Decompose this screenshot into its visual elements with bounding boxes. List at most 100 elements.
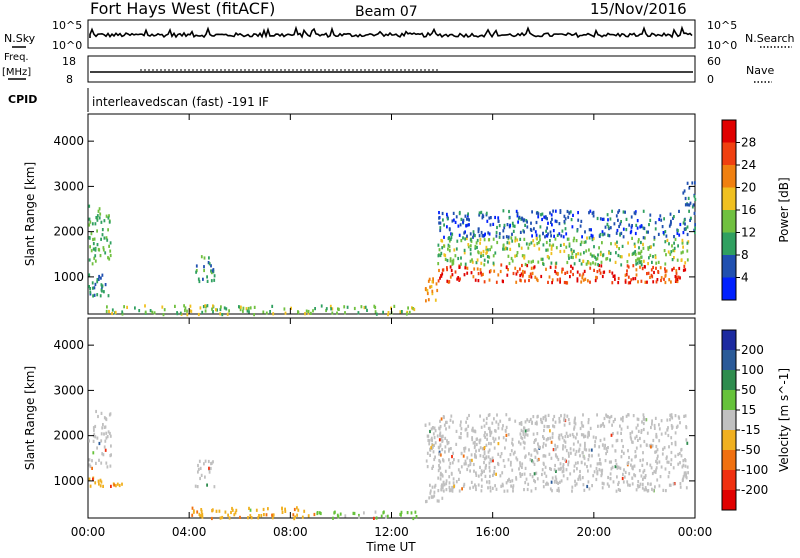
echo-cell xyxy=(512,271,515,276)
echo-cell xyxy=(482,454,485,458)
echo-cell xyxy=(626,264,629,268)
echo-cell xyxy=(564,440,567,444)
echo-cell xyxy=(162,313,165,317)
echo-cell xyxy=(603,270,606,274)
echo-cell xyxy=(644,265,646,269)
echo-cell xyxy=(89,287,91,291)
echo-cell xyxy=(465,236,468,241)
echo-cell xyxy=(531,234,533,238)
echo-cell xyxy=(100,276,102,280)
echo-cell xyxy=(657,232,660,236)
echo-cell xyxy=(453,218,455,222)
echo-cell xyxy=(608,420,611,424)
echo-cell xyxy=(652,280,655,284)
echo-cell xyxy=(664,262,667,266)
echo-cell xyxy=(683,218,686,222)
echo-cell xyxy=(532,239,535,243)
echo-cell xyxy=(265,311,268,315)
echo-cell xyxy=(683,189,686,193)
echo-cell xyxy=(658,439,661,443)
echo-cell xyxy=(601,443,604,447)
echo-cell xyxy=(641,267,644,271)
echo-cell xyxy=(472,429,475,433)
echo-cell xyxy=(674,275,677,279)
echo-cell xyxy=(619,488,621,492)
echo-cell xyxy=(540,274,543,279)
echo-cell xyxy=(233,513,236,517)
echo-cell xyxy=(576,467,578,471)
echo-cell xyxy=(590,448,593,452)
echo-cell xyxy=(314,307,316,311)
echo-cell xyxy=(144,310,147,314)
echo-cell xyxy=(357,311,360,315)
echo-cell xyxy=(440,417,443,421)
echo-cell xyxy=(95,461,97,465)
echo-cell xyxy=(449,265,452,269)
echo-cell xyxy=(610,242,612,246)
echo-cell xyxy=(438,450,441,454)
echo-cell xyxy=(108,257,111,261)
echo-cell xyxy=(510,460,512,464)
echo-cell xyxy=(97,414,99,419)
echo-cell xyxy=(572,442,575,446)
echo-cell xyxy=(433,485,436,489)
echo-cell xyxy=(639,458,642,463)
echo-cell xyxy=(108,244,110,248)
echo-cell xyxy=(431,280,434,284)
echo-cell xyxy=(647,489,650,493)
echo-cell xyxy=(488,255,491,259)
echo-cell xyxy=(92,477,94,481)
echo-cell xyxy=(469,486,471,490)
colorbar-label: Power [dB] xyxy=(777,177,791,242)
echo-cell xyxy=(469,458,471,463)
echo-cell xyxy=(600,264,603,268)
echo-cell xyxy=(310,311,312,315)
echo-cell xyxy=(452,261,455,265)
echo-cell xyxy=(548,243,551,247)
echo-cell xyxy=(674,454,677,458)
echo-cell xyxy=(504,429,507,433)
echo-cell xyxy=(511,239,514,243)
echo-cell xyxy=(675,425,678,429)
echo-cell xyxy=(444,436,447,440)
echo-cell xyxy=(658,484,661,488)
echo-cell xyxy=(363,511,365,515)
echo-cell xyxy=(580,219,583,223)
echo-cell xyxy=(481,447,484,451)
echo-cell xyxy=(505,433,508,437)
echo-cell xyxy=(646,443,648,447)
colorbar-segment xyxy=(722,470,736,491)
echo-cell xyxy=(519,237,522,241)
echo-cell xyxy=(480,273,483,277)
echo-cell xyxy=(671,268,674,272)
echo-cell xyxy=(438,211,440,215)
echo-cell xyxy=(576,432,578,436)
echo-cell xyxy=(555,261,558,265)
echo-cell xyxy=(632,251,635,256)
echo-cell xyxy=(541,468,544,472)
echo-cell xyxy=(624,273,627,277)
echo-cell xyxy=(464,446,467,450)
echo-cell xyxy=(482,249,485,254)
echo-cell xyxy=(660,465,663,469)
echo-cell xyxy=(636,226,639,230)
echo-cell xyxy=(650,425,652,430)
echo-cell xyxy=(296,506,298,510)
echo-cell xyxy=(534,487,537,491)
echo-cell xyxy=(363,306,366,310)
echo-cell xyxy=(614,417,616,421)
echo-cell xyxy=(565,232,568,236)
echo-cell xyxy=(567,215,570,219)
colorbar-tick-label: 200 xyxy=(741,343,764,357)
freq-label-1: Freq. xyxy=(4,52,29,63)
echo-cell xyxy=(179,311,182,315)
echo-cell xyxy=(447,247,449,251)
echo-cell xyxy=(551,489,553,493)
echo-cell xyxy=(639,251,642,255)
echo-cell xyxy=(601,472,603,476)
echo-cell xyxy=(562,267,564,271)
echo-cell xyxy=(634,450,637,454)
echo-cell xyxy=(455,247,458,251)
echo-cell xyxy=(672,248,675,253)
echo-cell xyxy=(464,459,467,463)
